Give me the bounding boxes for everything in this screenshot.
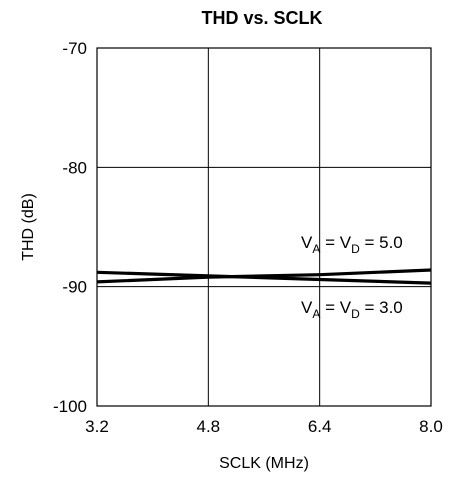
x-tick-label: 3.2 (85, 417, 109, 436)
grid-lines (97, 48, 431, 406)
y-tick-label: -90 (62, 278, 87, 297)
y-tick-label: -70 (62, 39, 87, 58)
series-line-1 (96, 270, 432, 285)
annotation-upper: VA = VD = 5.0 (301, 233, 403, 256)
y-axis-label: THD (dB) (20, 193, 37, 261)
x-axis-label: SCLK (MHz) (219, 455, 309, 472)
chart-title: THD vs. SCLK (201, 8, 322, 28)
x-tick-label: 4.8 (197, 417, 221, 436)
x-tick-label: 6.4 (308, 417, 332, 436)
series-line-0 (96, 268, 432, 284)
plot-frame (96, 47, 432, 407)
x-tick-label: 8.0 (419, 417, 443, 436)
y-tick-label: -100 (53, 397, 87, 416)
annotation-lower: VA = VD = 3.0 (301, 298, 403, 321)
x-tick-labels: 3.2 4.8 6.4 8.0 (85, 417, 443, 436)
y-tick-labels: -70 -80 -90 -100 (53, 39, 87, 416)
y-tick-label: -80 (62, 158, 87, 177)
data-series (96, 268, 432, 285)
